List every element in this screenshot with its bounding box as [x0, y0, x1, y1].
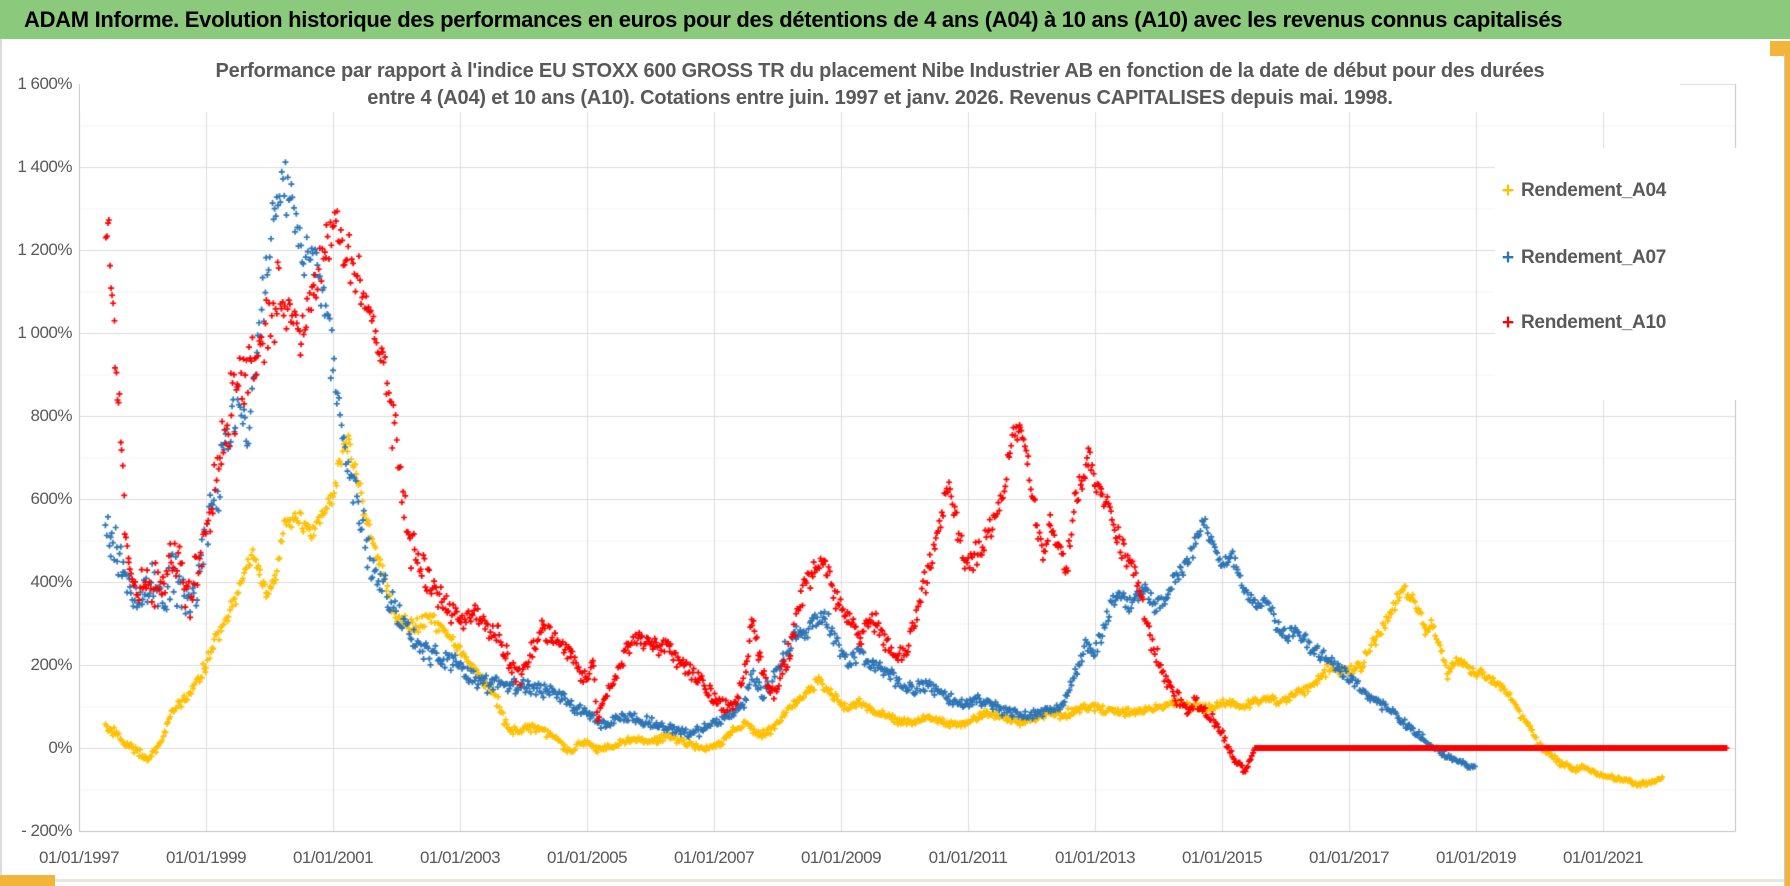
x-axis-tick-label: 01/01/2021: [1562, 848, 1644, 867]
legend: + Rendement_A04 + Rendement_A07 + Rendem…: [1495, 148, 1747, 400]
y-axis-tick-label: 400%: [30, 572, 73, 591]
y-axis-tick-label: - 200%: [21, 821, 72, 840]
legend-label: Rendement_A10: [1521, 312, 1666, 333]
plus-marker-icon: +: [1501, 311, 1515, 334]
x-axis-tick-label: 01/01/2003: [419, 848, 501, 867]
y-axis-tick-label: 1 400%: [17, 157, 72, 176]
x-axis-tick-label: 01/01/2009: [800, 848, 882, 867]
slide-bottom-border: [0, 879, 1790, 882]
plus-marker-icon: +: [1501, 246, 1515, 269]
x-axis-tick-label: 01/01/2015: [1181, 848, 1263, 867]
slide-left-border: [0, 39, 2, 886]
y-axis-tick-label: 200%: [30, 655, 73, 674]
y-axis-tick-label: 1 000%: [17, 323, 72, 342]
slide-right-border: [1784, 54, 1790, 886]
legend-label: Rendement_A04: [1521, 180, 1666, 201]
x-axis-tick-label: 01/01/2011: [928, 848, 1008, 867]
y-axis-tick-label: 800%: [30, 406, 73, 425]
legend-label: Rendement_A07: [1521, 247, 1666, 268]
legend-item-a07: + Rendement_A07: [1495, 243, 1747, 273]
top-right-gold-corner: [1770, 41, 1790, 56]
y-axis-tick-label: 1 600%: [17, 74, 72, 93]
y-axis-tick-label: 0%: [48, 738, 72, 757]
plus-marker-icon: +: [1501, 179, 1515, 202]
x-axis-tick-label: 01/01/2013: [1054, 848, 1136, 867]
legend-item-a04: + Rendement_A04: [1495, 176, 1747, 206]
bottom-left-gold-block: [0, 875, 55, 886]
legend-item-a10: + Rendement_A10: [1495, 308, 1747, 338]
x-axis-tick-label: 01/01/2005: [546, 848, 628, 867]
x-axis-tick-label: 01/01/2007: [673, 848, 755, 867]
x-axis-tick-label: 01/01/1997: [38, 848, 120, 867]
x-axis-tick-label: 01/01/2019: [1435, 848, 1517, 867]
chart-title-line1: Performance par rapport à l'indice EU ST…: [215, 60, 1545, 82]
y-axis-tick-label: 1 200%: [17, 240, 72, 259]
x-axis-tick-label: 01/01/2017: [1308, 848, 1390, 867]
y-axis-tick-label: 600%: [30, 489, 73, 508]
x-axis-tick-label: 01/01/1999: [165, 848, 247, 867]
chart-title-line2: entre 4 (A04) et 10 ans (A10). Cotations…: [367, 87, 1393, 109]
x-axis-tick-label: 01/01/2001: [292, 848, 374, 867]
chart-title: Performance par rapport à l'indice EU ST…: [80, 58, 1680, 112]
